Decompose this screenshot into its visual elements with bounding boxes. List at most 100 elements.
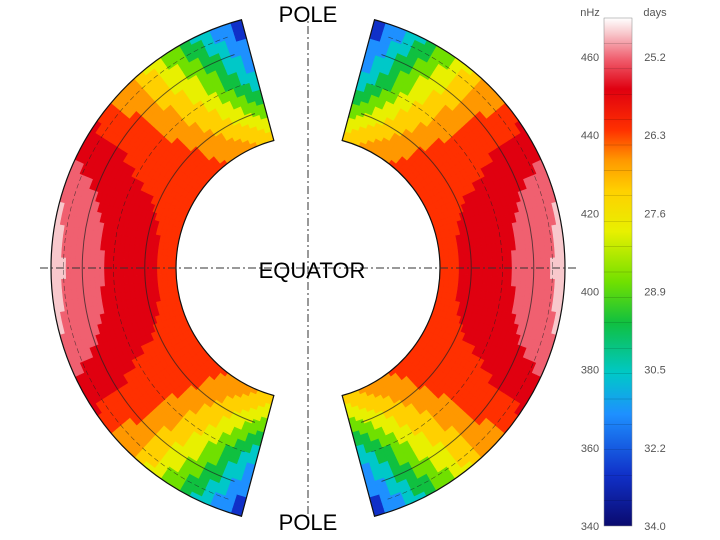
shell-cell bbox=[477, 267, 484, 276]
shell-cell bbox=[151, 260, 158, 269]
shell-outline bbox=[341, 19, 566, 517]
shell-cell bbox=[492, 267, 498, 277]
shell-cell bbox=[127, 267, 134, 277]
shell-cell bbox=[60, 267, 66, 280]
shell-cell bbox=[132, 252, 139, 261]
shell-cell bbox=[506, 267, 513, 278]
shell-cell bbox=[166, 273, 173, 281]
shell-cell bbox=[108, 276, 115, 286]
shell-cell bbox=[482, 267, 489, 277]
shell-cell bbox=[506, 258, 513, 269]
shell-cell bbox=[444, 267, 450, 275]
colorbar-left-unit: nHz bbox=[580, 7, 600, 19]
shell-cell bbox=[89, 258, 95, 269]
shell-cell bbox=[98, 258, 105, 269]
shell-cell bbox=[122, 275, 129, 285]
contour-line bbox=[113, 83, 245, 453]
shell-cell bbox=[137, 274, 144, 284]
shell-cell bbox=[516, 267, 523, 278]
colorbar-scale bbox=[603, 17, 633, 527]
shell-cell bbox=[511, 267, 518, 278]
shell-cell bbox=[473, 260, 479, 269]
shell-cell bbox=[497, 259, 503, 269]
shell-cell bbox=[84, 267, 90, 279]
colorbar-right-tick: 34.0 bbox=[644, 521, 665, 533]
colorbar-left-tick: 340 bbox=[581, 521, 599, 533]
shell-cell bbox=[69, 257, 76, 269]
shell-cell bbox=[449, 267, 455, 275]
shell-cell bbox=[540, 257, 547, 269]
shell-cell bbox=[482, 259, 489, 269]
shell-cell bbox=[496, 250, 503, 261]
shell-cell bbox=[103, 276, 110, 287]
shell-cell bbox=[65, 257, 71, 269]
shell-cell bbox=[151, 274, 158, 282]
shell-cell bbox=[74, 257, 81, 269]
shell-cell bbox=[132, 260, 139, 269]
shell-cell bbox=[487, 267, 494, 277]
shell-cell bbox=[511, 276, 518, 287]
colorbar-left-tick: 360 bbox=[581, 443, 599, 455]
shell-cell bbox=[151, 267, 158, 276]
contour-line bbox=[63, 36, 229, 500]
shell-cell bbox=[108, 258, 114, 269]
shell-cell bbox=[127, 251, 134, 261]
contour-line bbox=[387, 36, 553, 500]
shell-cell bbox=[156, 274, 163, 282]
shell-cell bbox=[98, 267, 105, 278]
shell-cell bbox=[506, 249, 513, 260]
shell-cell bbox=[146, 267, 153, 276]
shell-cell bbox=[472, 252, 479, 262]
shell-cell bbox=[458, 254, 465, 262]
shell-cell bbox=[491, 275, 498, 285]
colorbar-right-tick: 30.5 bbox=[644, 365, 665, 377]
shell-cell bbox=[132, 275, 139, 284]
shell-cell bbox=[453, 274, 460, 282]
shell-cell bbox=[89, 267, 95, 278]
shell-cell bbox=[132, 267, 139, 276]
shell-cell bbox=[108, 267, 114, 278]
shell-cell bbox=[473, 267, 479, 276]
shell-cell bbox=[443, 273, 450, 281]
shell-cell bbox=[487, 259, 494, 269]
shell-cell bbox=[453, 261, 460, 269]
shell-cell bbox=[74, 267, 81, 279]
shell-cell bbox=[439, 267, 446, 275]
colorbar-right-tick: 26.3 bbox=[644, 130, 665, 142]
shell-cell bbox=[472, 274, 479, 284]
shell-cell bbox=[453, 267, 460, 275]
contour-line bbox=[81, 54, 235, 482]
shell-cell bbox=[506, 276, 513, 287]
shell-cell bbox=[502, 267, 508, 278]
shell-cell bbox=[166, 267, 172, 275]
shell-cell bbox=[122, 267, 129, 277]
colorbar-right-tick: 28.9 bbox=[644, 287, 665, 299]
shell-cell bbox=[453, 254, 460, 262]
shell-cell bbox=[127, 275, 134, 285]
colorbar-right-tick: 25.2 bbox=[644, 52, 665, 64]
shell-cell bbox=[439, 261, 446, 269]
shell-cell bbox=[151, 254, 158, 262]
shell-cell bbox=[137, 252, 144, 262]
shell-cell bbox=[146, 274, 153, 283]
shell-cell bbox=[113, 275, 120, 286]
shell-cell bbox=[449, 261, 455, 269]
shell-cell bbox=[113, 259, 119, 269]
shell-cell bbox=[55, 256, 62, 269]
shell-cell bbox=[526, 257, 532, 269]
contour-line bbox=[360, 113, 472, 423]
colorbar-right-tick: 27.6 bbox=[644, 208, 665, 220]
shell-cell bbox=[118, 267, 124, 277]
shell-cell bbox=[93, 258, 100, 269]
shell-cell bbox=[511, 249, 518, 260]
shell-cell bbox=[535, 267, 542, 279]
shell-cell bbox=[137, 267, 143, 276]
shell-cell bbox=[550, 267, 556, 280]
shell-cell bbox=[550, 256, 556, 269]
shell-cell bbox=[463, 274, 470, 283]
colorbar-left-tick: 420 bbox=[581, 208, 599, 220]
contour-line bbox=[144, 113, 256, 423]
shell-cell bbox=[482, 275, 489, 285]
shell-cell bbox=[60, 256, 66, 269]
shell-cell bbox=[69, 267, 76, 279]
